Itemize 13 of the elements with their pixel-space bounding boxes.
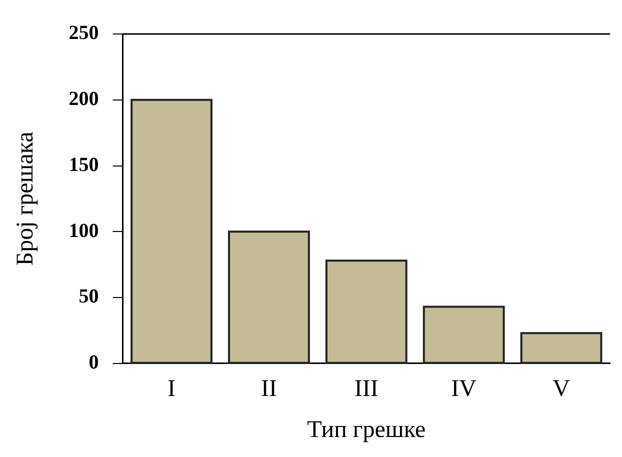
x-tick-label: IV [451, 376, 478, 402]
y-tick-label: 50 [78, 286, 99, 308]
x-tick-label: V [552, 376, 571, 402]
x-axis-title: Тип грешке [307, 416, 426, 443]
x-tick-label: I [168, 376, 176, 402]
y-axis-title: Број грешака [12, 131, 39, 266]
x-tick-label: III [354, 376, 378, 402]
y-tick-label: 0 [88, 352, 99, 374]
y-tick-label: 250 [68, 22, 99, 44]
y-tick-label: 200 [68, 88, 99, 110]
y-tick-label: 150 [68, 154, 99, 176]
x-tick-label: II [260, 376, 277, 402]
y-tick-label: 100 [68, 220, 99, 242]
